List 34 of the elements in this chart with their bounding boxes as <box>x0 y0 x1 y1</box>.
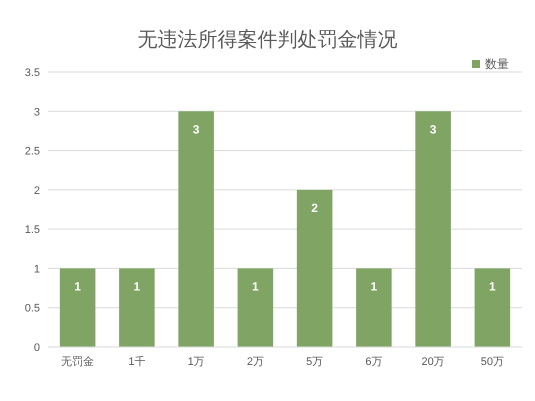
chart-title: 无违法所得案件判处罚金情况 <box>138 28 398 51</box>
data-label: 3 <box>430 122 437 136</box>
bar <box>474 268 510 347</box>
y-tick-label: 2.5 <box>24 146 40 158</box>
data-label: 1 <box>134 279 141 294</box>
data-label: 1 <box>252 279 260 294</box>
legend-label: 数量 <box>485 57 509 71</box>
bar <box>178 111 214 347</box>
x-tick-label: 2万 <box>246 356 264 368</box>
y-tick-label: 3 <box>34 106 40 118</box>
data-label: 1 <box>74 279 82 294</box>
x-tick-label: 20万 <box>422 356 445 368</box>
bar <box>60 268 96 347</box>
x-tick-label: 1千 <box>128 355 146 368</box>
bar <box>238 268 274 347</box>
x-tick-label: 1万 <box>188 356 205 368</box>
x-tick-label: 6万 <box>365 356 382 368</box>
bar <box>119 268 155 347</box>
data-label: 2 <box>311 200 318 215</box>
y-tick-label: 0 <box>34 342 40 354</box>
y-tick-label: 1.5 <box>24 224 40 236</box>
data-label: 3 <box>192 122 200 136</box>
bar <box>415 111 451 347</box>
data-label: 1 <box>370 279 378 294</box>
x-tick-label: 50万 <box>480 356 504 368</box>
y-tick-label: 3.5 <box>24 67 40 79</box>
data-label: 1 <box>489 279 496 294</box>
y-tick-label: 0.5 <box>24 302 40 315</box>
bar <box>296 190 332 347</box>
y-tick-label: 1 <box>34 263 40 276</box>
y-tick-label: 2 <box>34 184 40 197</box>
x-tick-label: 无罚金 <box>61 356 94 368</box>
x-tick-label: 5万 <box>306 356 324 368</box>
bar <box>356 268 392 347</box>
